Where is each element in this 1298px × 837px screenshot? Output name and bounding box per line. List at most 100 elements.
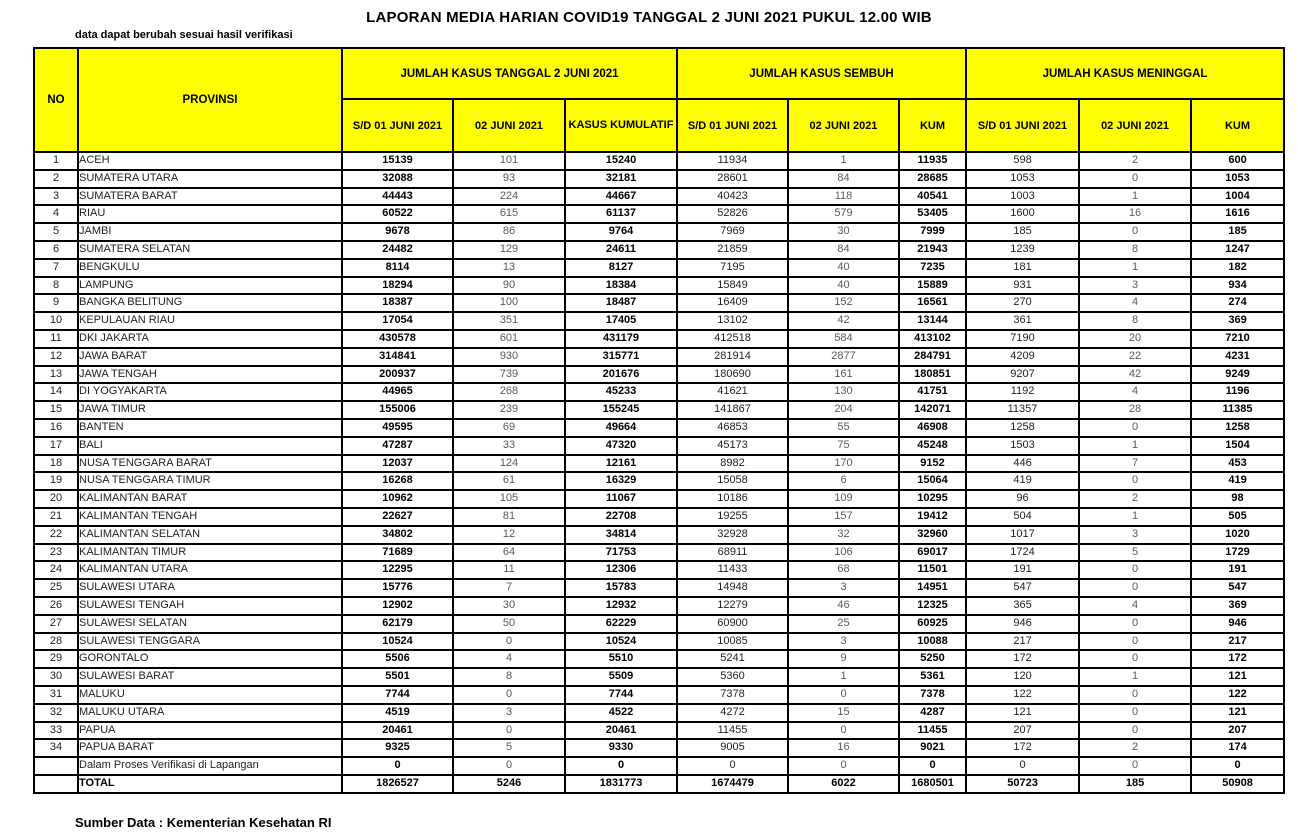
value-cell: 9764 — [564, 222, 678, 242]
col-header-sembuh-02: 02 JUNI 2021 — [787, 98, 900, 153]
page-title: LAPORAN MEDIA HARIAN COVID19 TANGGAL 2 J… — [366, 9, 932, 26]
data-source-label: Sumber Data : Kementerian Kesehatan RI — [75, 815, 332, 830]
value-cell: 12306 — [564, 560, 678, 581]
row-number: 20 — [33, 489, 79, 509]
value-cell: 10295 — [897, 489, 968, 509]
value-cell: 369 — [1190, 311, 1286, 331]
value-cell: 68 — [787, 560, 900, 581]
value-cell: 10085 — [676, 631, 789, 652]
value-cell: 5506 — [341, 649, 454, 670]
group-header-sembuh: JUMLAH KASUS SEMBUH — [675, 47, 968, 100]
value-cell: 12279 — [676, 595, 789, 616]
value-cell: 28601 — [676, 168, 789, 189]
row-number: 31 — [33, 684, 79, 705]
value-cell: 14951 — [897, 578, 968, 598]
value-cell: 130 — [787, 382, 900, 403]
value-cell: 86 — [452, 222, 566, 242]
value-cell: 15139 — [341, 151, 454, 171]
value-cell: 18487 — [564, 293, 678, 314]
table-row: 18 NUSA TENGGARA BARAT 12037 124 12161 8982 17… — [33, 453, 1286, 474]
value-cell: 141867 — [676, 400, 789, 420]
value-cell: 4 — [1078, 595, 1193, 616]
col-header-sembuh-kum: KUM — [897, 98, 968, 153]
value-cell: 16409 — [676, 293, 789, 314]
value-cell: 75 — [787, 435, 900, 456]
row-number: 11 — [33, 328, 79, 349]
row-number: 4 — [33, 204, 79, 225]
value-cell: 172 — [1190, 649, 1286, 670]
value-cell: 0 — [1078, 417, 1193, 438]
value-cell: 71689 — [341, 542, 454, 563]
row-number: 15 — [33, 400, 79, 420]
value-cell: 18384 — [564, 275, 678, 296]
value-cell: 0 — [897, 756, 968, 776]
value-cell: 365 — [965, 595, 1081, 616]
province-name: SUMATERA UTARA — [77, 168, 343, 189]
value-cell: 369 — [1190, 595, 1286, 616]
province-name: KALIMANTAN BARAT — [77, 489, 343, 509]
value-cell: 40541 — [897, 186, 968, 207]
value-cell: 41621 — [676, 382, 789, 403]
value-cell: 4519 — [341, 702, 454, 723]
value-cell: 11385 — [1190, 400, 1286, 420]
province-name: SUMATERA BARAT — [77, 186, 343, 207]
value-cell: 9005 — [676, 738, 789, 759]
value-cell: 315771 — [564, 346, 678, 367]
value-cell: 40 — [787, 275, 900, 296]
value-cell: 15783 — [564, 578, 678, 598]
value-cell: 84 — [787, 239, 900, 260]
value-cell: 584 — [787, 328, 900, 349]
value-cell: 1017 — [965, 524, 1081, 545]
value-cell: 15064 — [897, 471, 968, 492]
value-cell: 15240 — [564, 151, 678, 171]
value-cell: 15889 — [897, 275, 968, 296]
value-cell: 930 — [452, 346, 566, 367]
value-cell: 504 — [965, 506, 1081, 527]
value-cell: 1600 — [965, 204, 1081, 225]
value-cell: 60900 — [676, 613, 789, 634]
value-cell: 2 — [1078, 738, 1193, 759]
value-cell: 931 — [965, 275, 1081, 296]
value-cell: 68911 — [676, 542, 789, 563]
province-name: SULAWESI SELATAN — [77, 613, 343, 634]
province-name: SULAWESI BARAT — [77, 667, 343, 687]
table-row: 26 SULAWESI TENGAH 12902 30 12932 12279 46 1232… — [33, 595, 1286, 616]
row-number: 33 — [33, 720, 79, 741]
value-cell: 25 — [787, 613, 900, 634]
value-cell: 0 — [564, 756, 678, 776]
value-cell: 0 — [1078, 756, 1193, 776]
value-cell: 0 — [965, 756, 1081, 776]
value-cell: 11 — [452, 560, 566, 581]
row-number: 22 — [33, 524, 79, 545]
province-name: PAPUA BARAT — [77, 738, 343, 759]
value-cell: 4522 — [564, 702, 678, 723]
row-number: 25 — [33, 578, 79, 598]
value-cell: 42 — [787, 311, 900, 331]
value-cell: 8 — [1078, 239, 1193, 260]
value-cell: 185 — [965, 222, 1081, 242]
value-cell: 15776 — [341, 578, 454, 598]
value-cell: 172 — [965, 649, 1081, 670]
value-cell: 93 — [452, 168, 566, 189]
value-cell: 430578 — [341, 328, 454, 349]
value-cell: 204 — [787, 400, 900, 420]
value-cell: 50908 — [1190, 773, 1286, 794]
province-name: JAWA TENGAH — [77, 364, 343, 385]
value-cell: 45248 — [897, 435, 968, 456]
value-cell: 1724 — [965, 542, 1081, 563]
col-header-kasus-kumulatif: KASUS KUMULATIF — [564, 98, 678, 153]
table-row: 10 KEPULAUAN RIAU 17054 351 17405 13102 42 1314… — [33, 311, 1286, 331]
province-name: LAMPUNG — [77, 275, 343, 296]
value-cell: 7235 — [897, 257, 968, 278]
table-row: 32 MALUKU UTARA 4519 3 4522 4272 15 4287 121 0 121 — [33, 702, 1286, 723]
value-cell: 1674479 — [676, 773, 789, 794]
value-cell: 5250 — [897, 649, 968, 670]
value-cell: 24482 — [341, 239, 454, 260]
province-name: NUSA TENGGARA TIMUR — [77, 471, 343, 492]
value-cell: 11357 — [965, 400, 1081, 420]
value-cell: 9249 — [1190, 364, 1286, 385]
table-row: 34 PAPUA BARAT 9325 5 9330 9005 16 9021 172 2 174 — [33, 738, 1286, 759]
value-cell: 7190 — [965, 328, 1081, 349]
value-cell: 185 — [1190, 222, 1286, 242]
value-cell: 14948 — [676, 578, 789, 598]
